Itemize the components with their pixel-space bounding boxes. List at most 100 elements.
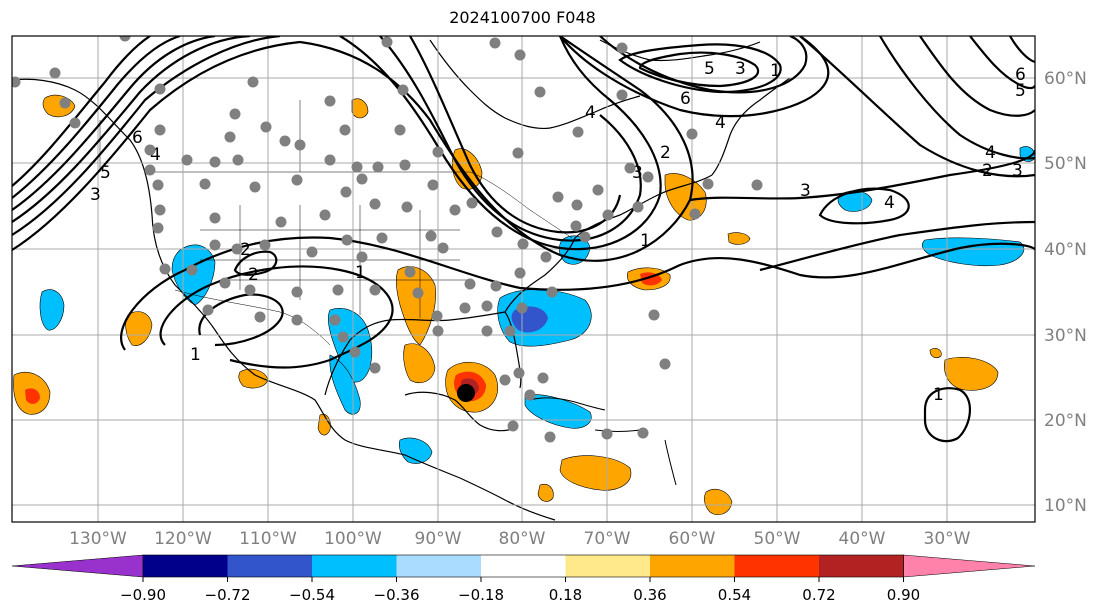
contour-label: 2 (660, 143, 671, 163)
contour-ne-2 (879, 36, 1035, 160)
negative-field-atlantic-east (921, 237, 1025, 267)
contour-trough-2 (339, 36, 662, 251)
lat-label: 50°N (1044, 154, 1087, 174)
contour-trough-1 (299, 36, 694, 262)
colorbar-tick-label: 0.36 (633, 586, 666, 604)
positive-field-bermuda (727, 232, 751, 245)
contour-label: 6 (132, 128, 143, 148)
lon-label: 50°W (754, 529, 801, 548)
colorbar-tick-label: −0.54 (289, 586, 335, 604)
colorbar-tick-label: −0.90 (120, 586, 166, 604)
positive-field-honduras (537, 483, 554, 502)
contour-3 (12, 36, 251, 223)
contour-atlantic-2 (759, 220, 1035, 272)
colorbar-seg-4 (396, 555, 481, 577)
contour-label: 4 (585, 103, 596, 123)
colorbar-seg-9 (819, 555, 904, 577)
positive-field-maritimes (664, 173, 707, 221)
latitude-labels: 60°N 50°N 40°N 30°N 20°N 10°N (1044, 69, 1087, 516)
contour-trough-3 (379, 36, 642, 242)
contour-1-closed (923, 387, 971, 443)
lon-label: 40°W (839, 529, 886, 548)
colorbar-tick-label: 0.72 (802, 586, 835, 604)
contour-label: 3 (90, 185, 101, 205)
contour-label: 3 (735, 59, 746, 79)
contour-label: 4 (985, 143, 996, 163)
positive-field-mexico-w (238, 368, 269, 389)
borders (99, 100, 573, 346)
colorbar-seg-0 (11, 554, 144, 578)
contour-label: 3 (1012, 161, 1023, 181)
lat-label: 40°N (1044, 240, 1087, 260)
lat-label: 60°N (1044, 69, 1087, 89)
contour-lines (12, 36, 1035, 443)
colorbar-tick-label: 0.18 (549, 586, 582, 604)
colorbar-seg-6 (565, 555, 650, 577)
contour-4 (12, 36, 216, 211)
positive-field-great-lakes (452, 148, 483, 190)
positive-field-baja (125, 311, 153, 346)
contour-label: 1 (190, 345, 201, 365)
storm-center-marker (457, 384, 475, 402)
positive-field-caribbean-s (559, 455, 632, 491)
positive-field-atlantic-s (704, 489, 733, 515)
positive-field-alaska (42, 94, 76, 118)
positive-field-yucatan (317, 413, 331, 436)
contour-label: 1 (355, 263, 366, 283)
contour-6 (12, 36, 151, 187)
station-markers (12, 36, 763, 443)
contour-atlantic-1 (689, 149, 1035, 202)
colorbar-tick-label: −0.18 (458, 586, 504, 604)
contour-low-4 (233, 250, 278, 276)
contour-ne-5 (1009, 36, 1035, 64)
colorbar: −0.90 −0.72 −0.54 −0.36 −0.18 0.18 0.36 … (11, 554, 1036, 604)
lon-label: 60°W (669, 529, 716, 548)
contour-label: 3 (800, 181, 811, 201)
contour-ne-3 (919, 36, 1035, 117)
colorbar-seg-3 (312, 555, 397, 577)
contour-label: 1 (933, 385, 944, 405)
contour-ne-4 (969, 36, 1035, 90)
coastlines (13, 39, 791, 521)
map-frame (11, 35, 1036, 523)
colorbar-seg-7 (650, 555, 735, 577)
forecast-map: 6 5 4 3 2 1 4 3 2 1 6 5 4 3 2 1 6 5 4 3 … (11, 35, 1087, 548)
colorbar-seg-2 (227, 555, 312, 577)
colorbar-outline (142, 554, 904, 578)
contour-trough-4 (409, 36, 622, 234)
positive-core-pacific-w (25, 388, 40, 404)
positive-field-gulf-coast (395, 266, 436, 346)
contour-label: 1 (640, 231, 651, 251)
negative-field-gulf (327, 308, 373, 383)
contour-north-4 (638, 51, 760, 88)
positive-field-canada-n (351, 98, 369, 119)
contour-low-3 (198, 293, 284, 347)
contour-label: 6 (1015, 65, 1026, 85)
contour-label: 2 (248, 265, 259, 285)
contour-label: 5 (100, 163, 111, 183)
colorbar-tick-label: −0.72 (205, 586, 251, 604)
contour-label: 3 (632, 163, 643, 183)
colorbar-seg-5 (481, 555, 566, 577)
lon-label: 100°W (324, 529, 382, 548)
contour-label: 4 (715, 113, 726, 133)
contour-label: 5 (1015, 81, 1026, 101)
contour-label: 2 (982, 161, 993, 181)
lon-label: 130°W (69, 529, 127, 548)
contour-label: 1 (770, 61, 781, 81)
colorbar-seg-8 (734, 555, 819, 577)
contour-low-1 (120, 236, 1035, 351)
contour-2 (12, 36, 281, 236)
contour-label: 6 (680, 89, 691, 109)
contour-north-1 (559, 36, 830, 118)
positive-field-atlantic-e (944, 357, 999, 391)
lon-label: 90°W (415, 529, 462, 548)
contour-labels: 6 5 4 3 2 1 4 3 2 1 6 5 4 3 2 1 6 5 4 3 … (90, 59, 1026, 405)
colorbar-tick-labels: −0.90 −0.72 −0.54 −0.36 −0.18 0.18 0.36 … (120, 586, 920, 604)
contour-north-3 (618, 43, 782, 94)
lon-label: 120°W (154, 529, 212, 548)
negative-field-pacific (39, 289, 65, 331)
contour-north-2 (599, 36, 808, 94)
colorbar-seg-10 (903, 554, 1036, 578)
positive-field-atlantic-se (929, 348, 942, 359)
